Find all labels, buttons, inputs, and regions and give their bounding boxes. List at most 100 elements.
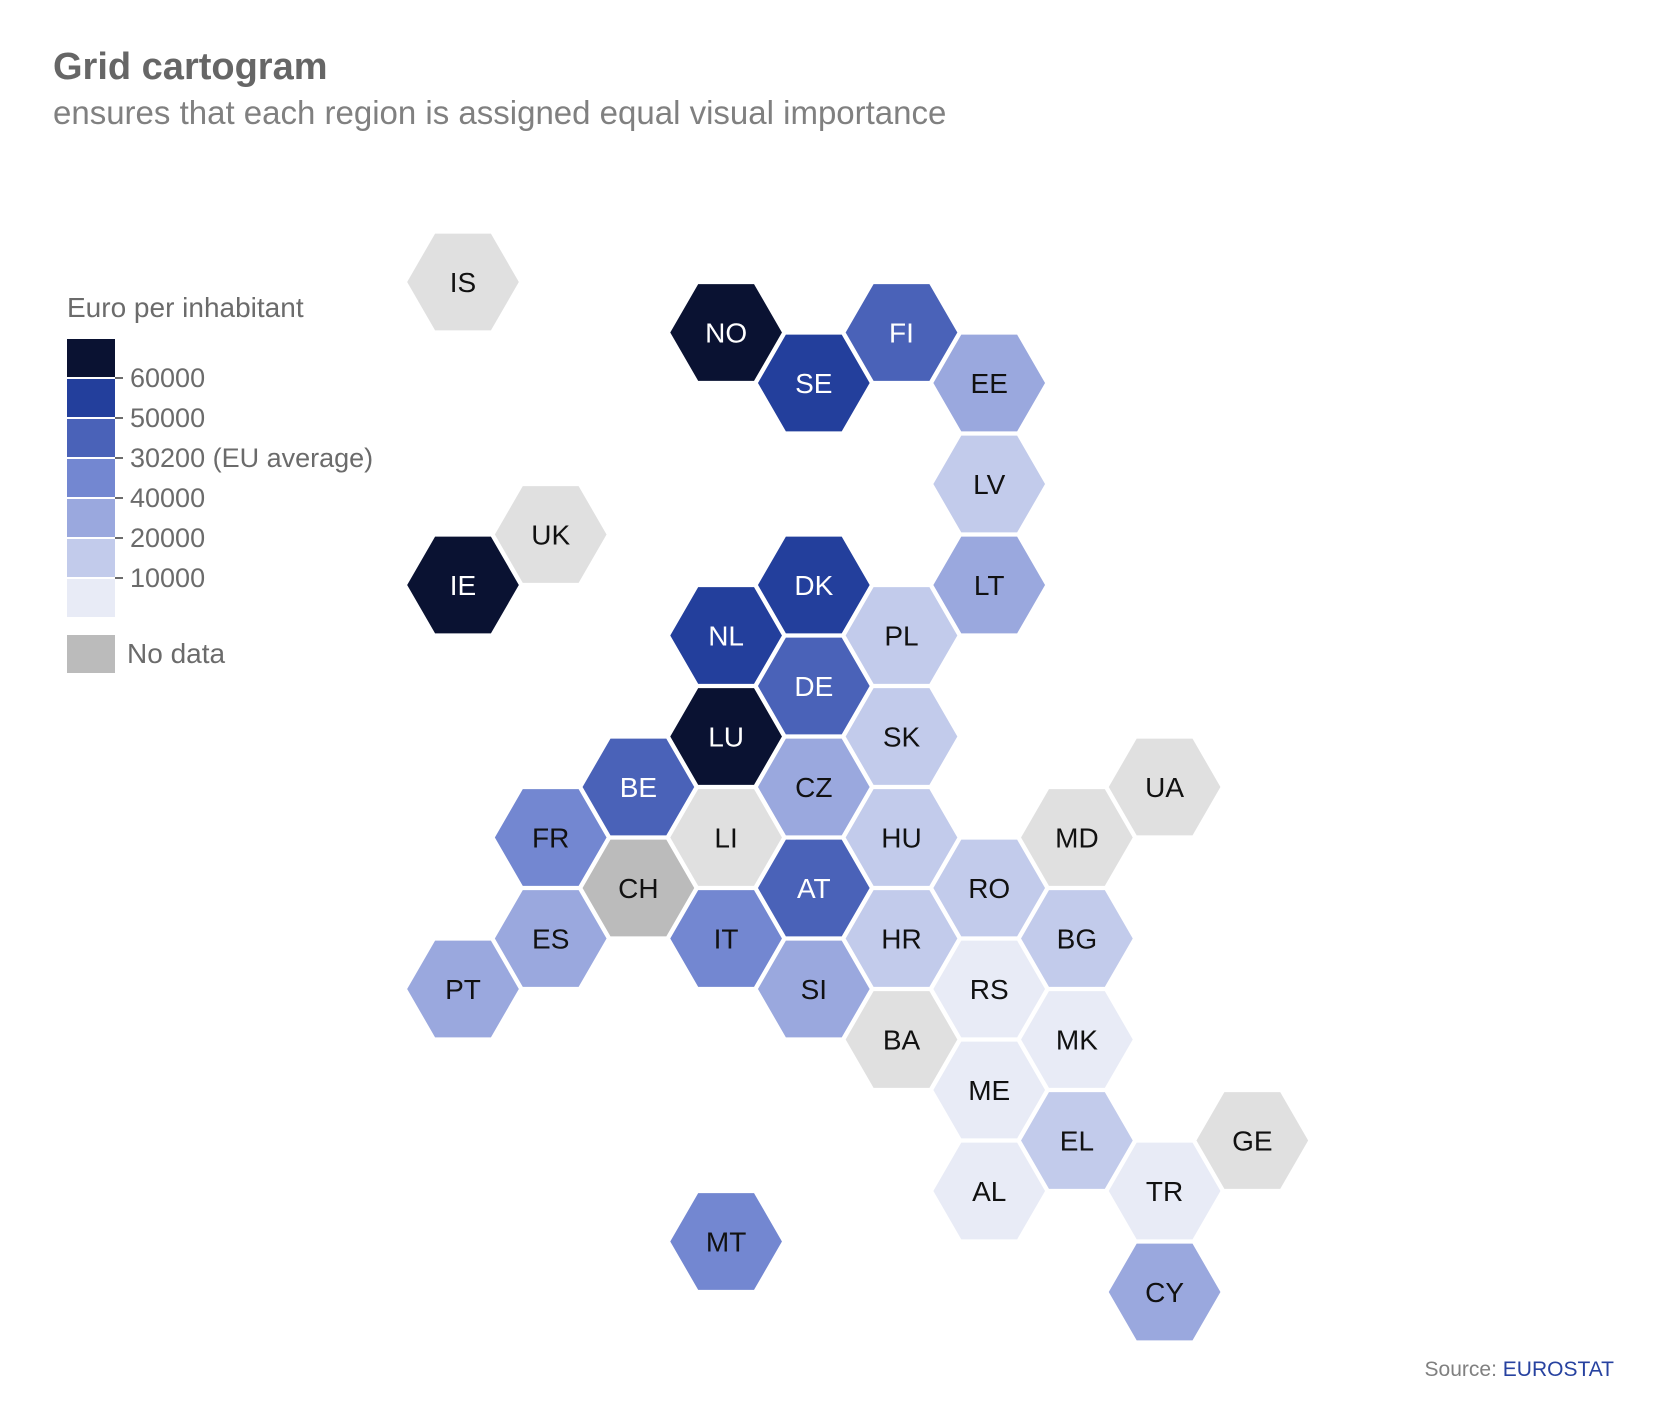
legend-swatch xyxy=(67,459,115,497)
hex-region-es[interactable]: ES xyxy=(492,888,609,989)
hex-region-mt[interactable]: MT xyxy=(667,1191,785,1292)
hex-shape xyxy=(843,787,960,888)
hex-region-lt[interactable]: LT xyxy=(931,534,1048,636)
hex-shape xyxy=(931,332,1048,434)
hex-region-uk[interactable]: UK xyxy=(492,484,609,585)
hex-shape xyxy=(755,534,872,636)
hex-region-al[interactable]: AL xyxy=(931,1140,1048,1242)
hex-shape xyxy=(755,837,872,939)
hex-shape xyxy=(667,888,785,989)
hex-region-nl[interactable]: NL xyxy=(667,585,785,686)
hex-shape xyxy=(580,736,697,838)
hex-region-lv[interactable]: LV xyxy=(931,433,1048,535)
hex-shape xyxy=(1194,1090,1311,1191)
hex-region-ee[interactable]: EE xyxy=(931,332,1048,434)
hex-shape xyxy=(931,534,1048,636)
hex-shape xyxy=(492,787,609,888)
legend-tick xyxy=(115,457,123,459)
legend-no-data-swatch xyxy=(67,635,115,673)
chart-subtitle: ensures that each region is assigned equ… xyxy=(53,94,947,131)
hex-region-ie[interactable]: IE xyxy=(404,534,522,636)
hex-shape xyxy=(580,837,697,939)
hex-label: BA xyxy=(883,1025,921,1056)
hex-label: ME xyxy=(968,1075,1010,1106)
hex-region-sk[interactable]: SK xyxy=(843,686,960,787)
hex-label: AT xyxy=(797,873,831,904)
hex-shape xyxy=(931,433,1048,535)
hex-region-cy[interactable]: CY xyxy=(1106,1241,1223,1343)
hex-region-de[interactable]: DE xyxy=(755,635,872,737)
hex-shape xyxy=(931,1140,1048,1242)
hex-label: HU xyxy=(881,823,921,854)
hex-label: DE xyxy=(794,671,833,702)
hex-label: MK xyxy=(1056,1025,1098,1056)
hex-label: IS xyxy=(450,267,476,298)
hex-label: PT xyxy=(445,974,481,1005)
legend-tick-label: 40000 xyxy=(130,483,206,513)
hex-region-dk[interactable]: DK xyxy=(755,534,872,636)
hex-region-bg[interactable]: BG xyxy=(1018,888,1136,989)
legend-tick-label: 10000 xyxy=(130,563,206,593)
hex-shape xyxy=(404,534,522,636)
hex-shape xyxy=(404,231,522,333)
hex-region-ch[interactable]: CH xyxy=(580,837,697,939)
legend-swatch xyxy=(67,419,115,457)
hex-region-fi[interactable]: FI xyxy=(843,282,960,383)
legend-title: Euro per inhabitant xyxy=(67,292,304,323)
hex-region-si[interactable]: SI xyxy=(755,938,872,1040)
hex-region-ba[interactable]: BA xyxy=(843,989,960,1090)
hex-region-mk[interactable]: MK xyxy=(1018,989,1136,1090)
hex-region-el[interactable]: EL xyxy=(1018,1090,1136,1191)
hex-shape xyxy=(931,837,1048,939)
hex-shape xyxy=(667,686,785,787)
hex-region-it[interactable]: IT xyxy=(667,888,785,989)
hex-region-pt[interactable]: PT xyxy=(404,938,522,1040)
hex-shape xyxy=(492,888,609,989)
hex-label: SI xyxy=(801,974,827,1005)
hex-region-me[interactable]: ME xyxy=(931,1039,1048,1141)
hex-region-pl[interactable]: PL xyxy=(843,585,960,686)
hex-shape xyxy=(843,585,960,686)
hex-shape xyxy=(1018,989,1136,1090)
legend-tick-label: 50000 xyxy=(130,403,206,433)
hex-shape xyxy=(843,282,960,383)
source-link-eurostat[interactable]: EUROSTAT xyxy=(1502,1358,1614,1381)
legend-tick xyxy=(115,537,123,539)
hex-shape xyxy=(931,938,1048,1040)
hex-label: UK xyxy=(531,520,570,551)
hex-label: LU xyxy=(708,722,744,753)
hex-label: GE xyxy=(1232,1126,1272,1157)
hex-region-no[interactable]: NO xyxy=(667,282,785,383)
hex-shape xyxy=(667,787,785,888)
hex-label: AL xyxy=(972,1176,1006,1207)
hex-region-is[interactable]: IS xyxy=(404,231,522,333)
hex-region-li[interactable]: LI xyxy=(667,787,785,888)
hex-region-ua[interactable]: UA xyxy=(1106,736,1223,838)
legend-tick xyxy=(115,577,123,579)
hex-region-ro[interactable]: RO xyxy=(931,837,1048,939)
hex-label: NL xyxy=(708,621,744,652)
hex-region-hu[interactable]: HU xyxy=(843,787,960,888)
hex-region-fr[interactable]: FR xyxy=(492,787,609,888)
legend-tick-label: 30200 (EU average) xyxy=(130,443,374,473)
hex-region-se[interactable]: SE xyxy=(755,332,872,434)
hex-region-tr[interactable]: TR xyxy=(1106,1140,1223,1242)
hex-shape xyxy=(843,686,960,787)
hex-shape xyxy=(931,1039,1048,1141)
legend-swatch xyxy=(67,499,115,537)
hex-label: LT xyxy=(974,570,1005,601)
hex-shape xyxy=(492,484,609,585)
hex-region-ge[interactable]: GE xyxy=(1194,1090,1311,1191)
hex-region-cz[interactable]: CZ xyxy=(755,736,872,838)
hex-region-rs[interactable]: RS xyxy=(931,938,1048,1040)
hex-region-at[interactable]: AT xyxy=(755,837,872,939)
hex-region-be[interactable]: BE xyxy=(580,736,697,838)
hex-region-md[interactable]: MD xyxy=(1018,787,1136,888)
legend-swatch xyxy=(67,539,115,577)
hex-shape xyxy=(1106,1140,1223,1242)
hex-shape xyxy=(1018,888,1136,989)
legend-tick xyxy=(115,417,123,419)
hex-region-hr[interactable]: HR xyxy=(843,888,960,989)
hex-region-lu[interactable]: LU xyxy=(667,686,785,787)
